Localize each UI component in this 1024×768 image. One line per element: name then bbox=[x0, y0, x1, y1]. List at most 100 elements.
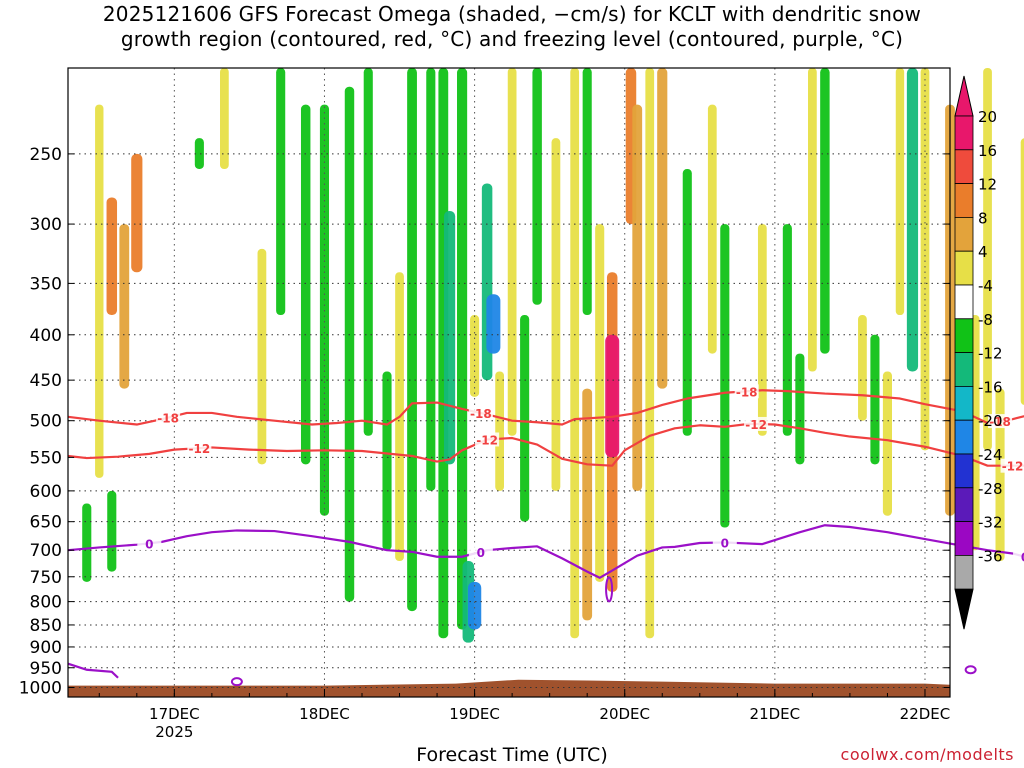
colorbar-label: 4 bbox=[978, 243, 988, 261]
colorbar-band bbox=[954, 183, 974, 218]
x-tick-label: 17DEC bbox=[149, 705, 200, 723]
colorbar-band bbox=[954, 555, 974, 590]
omega-cell bbox=[682, 168, 692, 436]
omega-cell bbox=[707, 104, 717, 354]
omega-cell bbox=[382, 371, 392, 551]
colorbar-band bbox=[954, 453, 974, 489]
omega-cell bbox=[407, 68, 417, 612]
contour-label-bg bbox=[734, 384, 759, 399]
colorbar-band bbox=[954, 487, 974, 522]
colorbar-band bbox=[954, 149, 974, 185]
omega-cell bbox=[507, 68, 517, 436]
contour-label-bg bbox=[1000, 458, 1024, 473]
y-tick-label: 900 bbox=[30, 638, 62, 658]
omega-cell bbox=[906, 68, 919, 372]
colorbar-band bbox=[954, 250, 974, 286]
contour-label: -12 bbox=[745, 418, 767, 432]
contour-label: 0 bbox=[1021, 551, 1024, 565]
omega-cell bbox=[131, 153, 143, 273]
y-tick-label: 700 bbox=[30, 541, 62, 561]
colorbar-bottom-arrow bbox=[954, 588, 974, 630]
contour-label-bg bbox=[988, 414, 1013, 429]
omega-cell bbox=[107, 490, 117, 572]
ground-fill bbox=[68, 679, 950, 697]
contour-line bbox=[67, 524, 1024, 579]
omega-cell bbox=[795, 353, 805, 465]
omega-cell bbox=[470, 315, 480, 397]
colorbar-label: -24 bbox=[978, 446, 1003, 464]
freezing-closed-contour bbox=[964, 665, 977, 675]
contour-line bbox=[67, 389, 1024, 426]
omega-cell bbox=[344, 86, 355, 602]
omega-cell bbox=[920, 68, 930, 451]
y-tick-label: 1000 bbox=[19, 678, 62, 698]
colorbar-band bbox=[954, 318, 974, 353]
colorbar-band bbox=[954, 419, 974, 455]
x-tick-label: 21DEC bbox=[750, 705, 801, 723]
omega-cell bbox=[520, 315, 530, 522]
contour-label: 0 bbox=[721, 536, 729, 550]
omega-cell bbox=[720, 224, 730, 528]
y-tick-label: 950 bbox=[30, 659, 62, 679]
omega-cell bbox=[486, 294, 501, 354]
x-tick-label: 20DEC bbox=[599, 705, 650, 723]
contour-label-bg bbox=[712, 535, 737, 550]
chart-title-line-2: growth region (contoured, red, °C) and f… bbox=[120, 27, 904, 51]
omega-cell bbox=[438, 68, 449, 639]
omega-cell bbox=[551, 138, 561, 491]
colorbar-label: 20 bbox=[978, 108, 997, 126]
contour-line bbox=[67, 422, 1024, 467]
freezing-closed-contour bbox=[230, 677, 243, 687]
omega-cell bbox=[300, 104, 311, 465]
contour-label-bg bbox=[187, 441, 212, 456]
omega-cell bbox=[995, 388, 1005, 562]
y-tick-label: 850 bbox=[30, 616, 62, 636]
y-tick-label: 550 bbox=[30, 448, 62, 468]
terrain-ground bbox=[68, 679, 950, 697]
colorbar-band bbox=[954, 385, 974, 421]
colorbar-label: -4 bbox=[978, 277, 993, 295]
colorbar-label: -32 bbox=[978, 514, 1003, 532]
freezing-contour-low bbox=[67, 662, 119, 679]
omega-cell bbox=[632, 104, 643, 491]
contour-label-bg bbox=[744, 416, 769, 431]
x-tick-sublabel: 2025 bbox=[155, 723, 193, 741]
y-tick-label: 650 bbox=[30, 513, 62, 533]
y-tick-label: 400 bbox=[30, 326, 62, 346]
pressure-axis: 2503003504004505005506006507007508008509… bbox=[19, 145, 950, 698]
colorbar-band bbox=[954, 216, 974, 252]
colorbar-label: -20 bbox=[978, 412, 1003, 430]
omega-cell bbox=[858, 315, 867, 421]
y-tick-label: 750 bbox=[30, 568, 62, 588]
y-tick-label: 500 bbox=[30, 412, 62, 432]
colorbar: 20 16 12 8 4 -4 -8 -12 -16 -20 -24 -28 -32 -36 bbox=[954, 75, 1003, 630]
y-tick-label: 800 bbox=[30, 593, 62, 613]
omega-cell bbox=[595, 224, 605, 582]
contour-label-bg bbox=[475, 432, 500, 447]
contour-label-bg bbox=[468, 406, 493, 421]
y-tick-label: 450 bbox=[30, 371, 62, 391]
omega-cell bbox=[808, 68, 817, 372]
omega-cell bbox=[467, 581, 482, 630]
temperature-contours: -18 -18 -18 -18 -12 -12 -12 -12 0 0 0 0 bbox=[67, 384, 1024, 687]
omega-cell bbox=[582, 388, 593, 621]
omega-cell bbox=[870, 334, 880, 465]
freezing-closed-contour bbox=[605, 576, 614, 603]
contour-label: -18 bbox=[989, 415, 1011, 429]
plot-border bbox=[67, 67, 951, 698]
omega-cell bbox=[983, 68, 992, 451]
contour-label-bg bbox=[468, 544, 493, 559]
omega-cell bbox=[657, 68, 668, 389]
colorbar-label: -12 bbox=[978, 345, 1003, 363]
y-tick-label: 300 bbox=[30, 215, 62, 235]
omega-cell bbox=[426, 68, 436, 491]
colorbar-label: -36 bbox=[978, 547, 1003, 565]
contour-label: -18 bbox=[470, 407, 492, 421]
contour-label: -18 bbox=[736, 385, 758, 399]
omega-cell bbox=[82, 503, 92, 582]
omega-cell bbox=[605, 334, 620, 458]
colorbar-label: 8 bbox=[978, 209, 988, 227]
credit-link[interactable]: coolwx.com/modelts bbox=[840, 745, 1014, 764]
